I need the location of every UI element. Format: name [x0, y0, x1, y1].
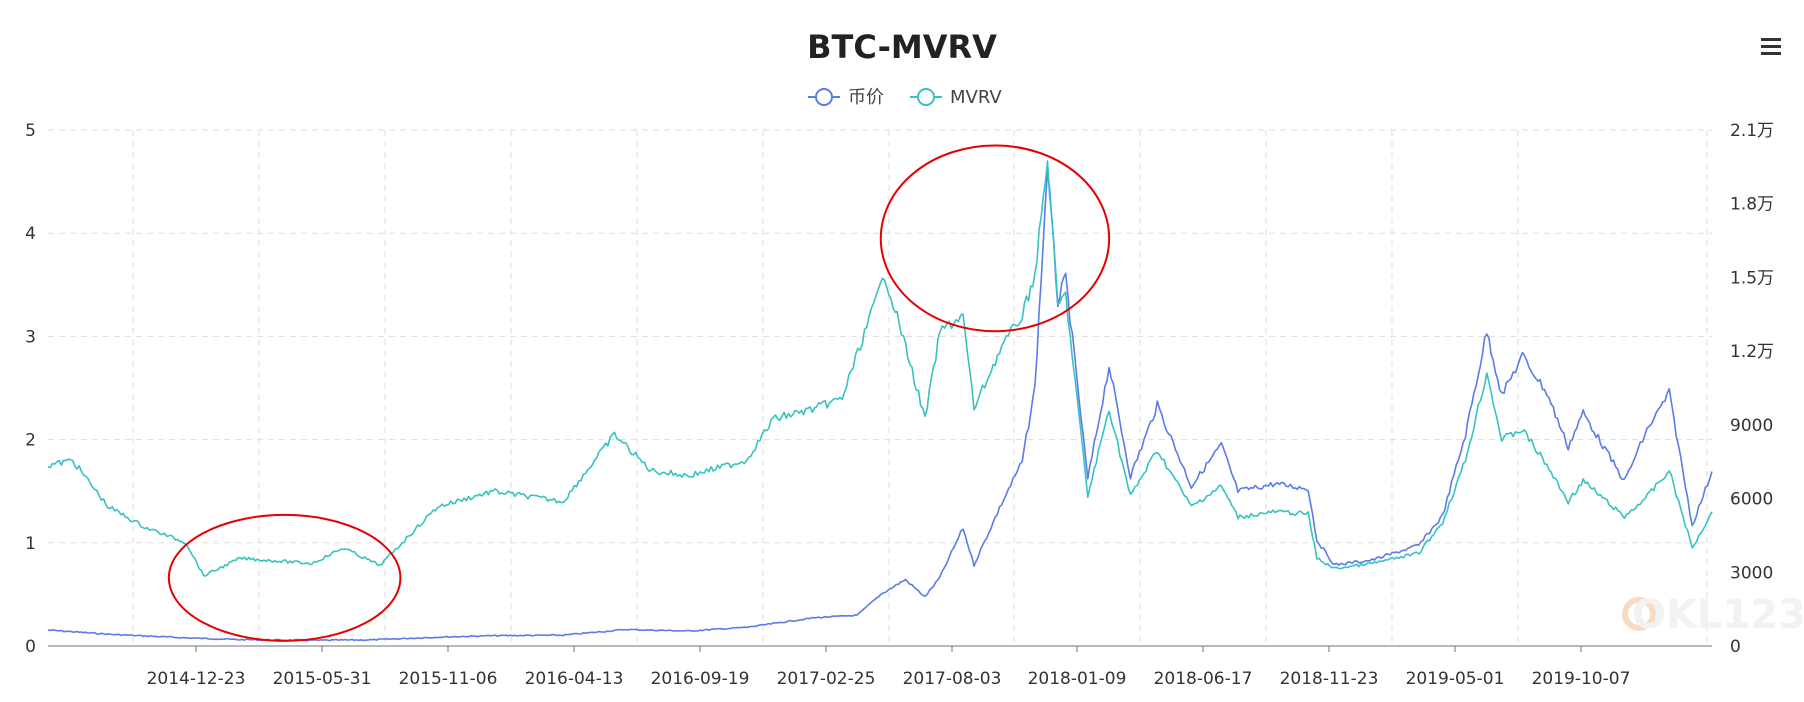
x-tick-label: 2016-04-13 — [525, 669, 624, 689]
y-right-tick-label: 1.2万 — [1730, 342, 1774, 362]
y-right-tick-label: 2.1万 — [1730, 121, 1774, 141]
y-right-tick-label: 0 — [1730, 637, 1741, 657]
series-line-mvrv — [47, 160, 1713, 577]
y-left-tick-label: 1 — [25, 534, 36, 554]
hamburger-menu-icon-bar — [1761, 45, 1781, 48]
y-left-tick-label: 2 — [25, 431, 36, 451]
x-tick-label: 2015-05-31 — [273, 669, 372, 689]
legend-marker — [917, 88, 935, 106]
annotations — [167, 144, 1111, 642]
x-tick-label: 2019-10-07 — [1532, 669, 1631, 689]
hamburger-menu-icon — [1761, 38, 1781, 41]
chart-title: BTC-MVRV — [807, 28, 997, 66]
y-right-tick-label: 1.5万 — [1730, 268, 1774, 288]
grid — [48, 129, 1712, 647]
x-tick-label: 2015-11-06 — [399, 669, 498, 689]
y-right-tick-label: 1.8万 — [1730, 195, 1774, 215]
y-left-tick-label: 4 — [25, 224, 36, 244]
y-left-tick-label: 3 — [25, 327, 36, 347]
watermark: OKL123 — [1622, 592, 1804, 638]
x-axis: 2014-12-23 2015-05-31 2015-11-06 2016-04-13… — [147, 646, 1631, 689]
x-tick-label: 2018-01-09 — [1028, 669, 1127, 689]
series-line-price — [47, 170, 1713, 642]
x-tick-label: 2017-02-25 — [777, 669, 876, 689]
legend-label: MVRV — [950, 87, 1002, 108]
watermark-text: OKL123 — [1632, 592, 1804, 638]
x-tick-label: 2016-09-19 — [651, 669, 750, 689]
x-tick-label: 2018-11-23 — [1280, 669, 1379, 689]
hamburger-menu-icon-bar — [1761, 52, 1781, 55]
y-left-tick-label: 0 — [25, 637, 36, 657]
annotation-ellipse — [879, 144, 1111, 333]
x-tick-label: 2014-12-23 — [147, 669, 246, 689]
y-axis-left: 0 1 2 3 4 5 — [25, 121, 36, 657]
y-right-tick-label: 6000 — [1730, 490, 1773, 510]
y-right-tick-label: 9000 — [1730, 416, 1773, 436]
y-right-tick-label: 3000 — [1730, 563, 1773, 583]
y-axis-right: 0 3000 6000 9000 1.2万 1.5万 1.8万 2.1万 — [1730, 121, 1774, 657]
annotation-ellipse — [167, 513, 402, 642]
y-left-tick-label: 5 — [25, 121, 36, 141]
legend-item-price[interactable]: 币价 — [808, 87, 884, 108]
okl-logo-icon — [1622, 597, 1656, 631]
legend-label: 币价 — [848, 87, 884, 108]
series-lines — [47, 160, 1713, 642]
x-tick-label: 2018-06-17 — [1154, 669, 1253, 689]
legend: 币价 MVRV — [808, 87, 1002, 108]
x-tick-label: 2017-08-03 — [903, 669, 1002, 689]
legend-item-mvrv[interactable]: MVRV — [910, 87, 1002, 108]
menu-button[interactable] — [1756, 32, 1786, 62]
legend-marker — [815, 88, 833, 106]
x-tick-label: 2019-05-01 — [1406, 669, 1505, 689]
